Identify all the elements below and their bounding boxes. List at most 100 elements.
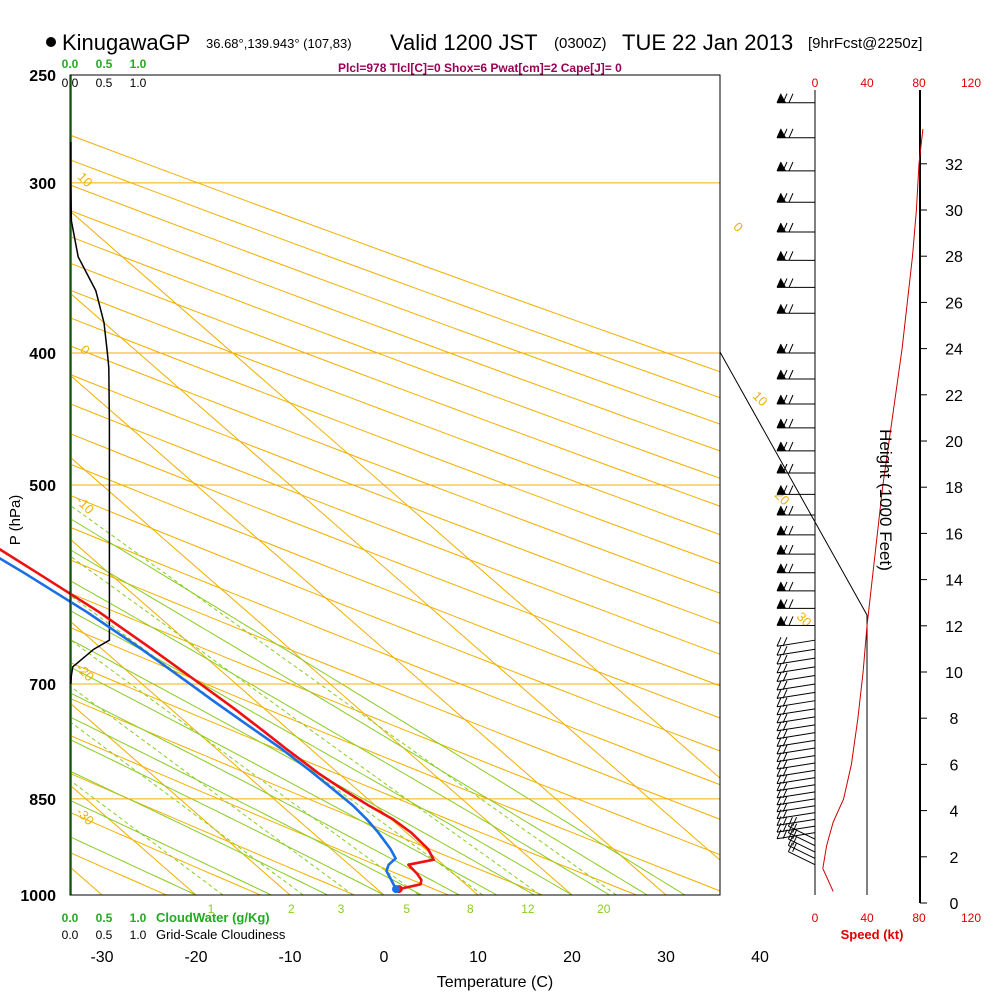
- dry-adiabat-line: [70, 463, 720, 719]
- isotherm-label: 10: [750, 388, 771, 409]
- isotherm-line: [70, 620, 385, 895]
- height-tick-label: 0: [950, 896, 959, 913]
- wind-barb: [776, 657, 816, 665]
- wind-barb-feather: [782, 767, 788, 777]
- wind-barb-pennant: [777, 441, 786, 451]
- wind-barb: [776, 666, 816, 674]
- mixing-ratio-label: 12: [521, 902, 535, 916]
- isotherm-label: 10: [75, 169, 96, 190]
- wind-barb-feather: [776, 721, 782, 732]
- forecast-date: TUE 22 Jan 2013: [622, 30, 793, 55]
- wind-barb: [776, 791, 816, 799]
- wind-barb-feather: [776, 774, 782, 784]
- isotherm-label: -10: [73, 493, 97, 517]
- wind-barb-feather: [788, 505, 794, 516]
- wind-barb: [776, 700, 816, 708]
- wind-barb-feather: [788, 525, 794, 536]
- wind-barb-feather: [788, 222, 794, 233]
- wind-barb-feather: [776, 752, 782, 762]
- dry-adiabat-lines: [70, 134, 720, 895]
- wind-barb: [776, 639, 816, 647]
- wind-barb-feather: [782, 645, 788, 656]
- dry-adiabat-line: [70, 772, 355, 895]
- wind-barb: [788, 844, 816, 859]
- temperature-tick-label: -20: [184, 949, 207, 966]
- speed-axis-label: Speed (kt): [841, 927, 904, 942]
- dry-adiabat-line: [70, 811, 261, 895]
- wind-barb-feather: [792, 829, 798, 840]
- wind-barb-feather: [782, 654, 788, 665]
- wind-barb-feather: [776, 744, 782, 755]
- cloudiness-tick-label: 1.0: [130, 76, 147, 90]
- wind-barb-feather: [776, 697, 782, 707]
- wind-barb-feather: [776, 654, 782, 665]
- isotherm-label: -30: [73, 804, 97, 828]
- dry-adiabat-line: [70, 184, 720, 425]
- surface-dewpoint-marker: [392, 885, 400, 894]
- wind-barb: [776, 683, 816, 691]
- wind-barb-pennant: [777, 599, 786, 609]
- wind-barb-feather: [776, 672, 782, 682]
- wind-barb-feather: [787, 823, 793, 833]
- wind-barb-feather: [782, 759, 788, 770]
- wind-barb: [776, 798, 816, 806]
- wind-barb-feather: [776, 781, 782, 792]
- wind-barb-pennant: [777, 545, 786, 555]
- cloudwater-tick-label: 1.0: [130, 57, 147, 71]
- wind-barb: [776, 762, 816, 770]
- wind-barb: [776, 691, 816, 699]
- moist-adiabat-line: [70, 716, 422, 895]
- pressure-tick-label: 700: [29, 677, 56, 694]
- sounding-indices: Plcl=978 Tlcl[C]=0 Shox=6 Pwat[cm]=2 Cap…: [338, 61, 622, 75]
- dry-adiabat-line: [70, 159, 720, 399]
- wind-barb-pennant: [777, 581, 786, 591]
- wind-barb-feather: [782, 774, 788, 784]
- wind-barb-feather: [782, 829, 788, 839]
- station-name: KinugawaGP: [62, 30, 190, 55]
- wind-barb-pennant: [777, 93, 786, 103]
- wind-barb: [776, 769, 816, 777]
- temperature-tick-label: 20: [563, 949, 581, 966]
- wind-barb-feather: [788, 418, 794, 429]
- wind-barb-feather: [776, 767, 782, 777]
- wind-barb-feather: [788, 304, 794, 314]
- wind-barb: [776, 755, 816, 763]
- wind-barb-feather: [776, 788, 782, 799]
- wind-barb-feather: [788, 93, 794, 103]
- mixing-ratio-label: 2: [288, 902, 295, 916]
- pressure-tick-label: 1000: [20, 888, 56, 905]
- wind-barb-feather: [787, 816, 793, 827]
- cloudiness-tick-label: 0.5: [96, 76, 113, 90]
- dewpoint-line: [0, 556, 398, 890]
- dry-adiabat-line: [70, 289, 720, 536]
- dry-adiabat-line: [70, 626, 720, 892]
- wind-barb-feather: [776, 816, 782, 826]
- wind-barb-feather: [792, 836, 798, 846]
- speed-panel: [719, 90, 924, 903]
- cloudwater-tick-label: 0.0: [62, 57, 79, 71]
- isotherm-line: [70, 702, 291, 895]
- temperature-tick-label: 40: [751, 949, 769, 966]
- wind-barb-feather: [776, 809, 782, 819]
- wind-barb-feather: [792, 842, 798, 852]
- panel-boundary: [719, 351, 868, 895]
- speed-tick-label: 80: [912, 911, 926, 925]
- station-dot: [46, 37, 56, 47]
- cloudiness-tick-label: 0.0: [62, 76, 79, 90]
- speed-tick-label: 120: [961, 76, 981, 90]
- wind-barb-pennant: [777, 304, 786, 314]
- dry-adiabat-line: [70, 403, 720, 655]
- dry-adiabat-line: [70, 526, 720, 786]
- wind-barb-pennant: [777, 418, 786, 428]
- isotherm-label: 0: [77, 342, 93, 358]
- moist-adiabat-line: [70, 638, 535, 895]
- wind-barb-feather: [788, 441, 794, 452]
- wind-barb-feather: [776, 636, 782, 647]
- dry-adiabat-line: [70, 559, 720, 820]
- cloudiness-tick-label: 1.0: [130, 928, 147, 942]
- wind-barb-feather: [782, 697, 788, 707]
- wind-barb-feather: [788, 161, 794, 172]
- wind-barb-pennant: [777, 251, 786, 261]
- wind-barb: [776, 784, 816, 792]
- valid-time: Valid 1200 JST: [390, 30, 538, 55]
